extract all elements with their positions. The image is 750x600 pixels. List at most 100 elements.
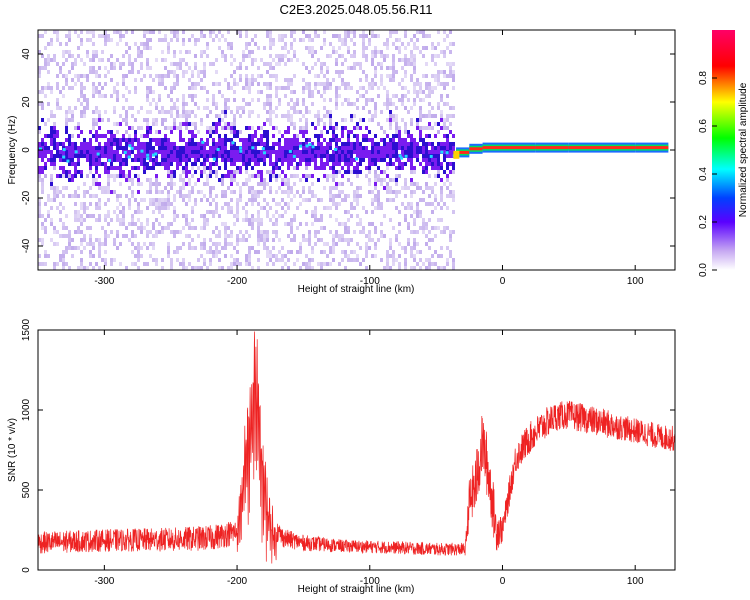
- spectrogram-cell: [179, 138, 182, 142]
- spectrogram-cell: [218, 154, 221, 158]
- spectrogram-cell: [89, 238, 92, 242]
- spectrogram-cell: [275, 166, 278, 170]
- spectrogram-cell: [443, 74, 446, 78]
- spectrogram-cell: [185, 174, 188, 178]
- spectrogram-cell: [134, 90, 137, 94]
- spectrogram-cell: [107, 146, 110, 150]
- spectrogram-cell: [365, 102, 368, 106]
- spectrogram-cell: [383, 158, 386, 162]
- spectrogram-cell: [353, 166, 356, 170]
- spectrogram-cell: [233, 130, 236, 134]
- spectrogram-cell: [323, 90, 326, 94]
- spectrogram-cell: [83, 238, 86, 242]
- spectrogram-cell: [200, 118, 203, 122]
- spectrogram-cell: [41, 146, 44, 150]
- spectrogram-cell: [284, 94, 287, 98]
- spectrogram-cell: [335, 98, 338, 102]
- spectrogram-cell: [130, 146, 134, 150]
- spectrogram-cell: [446, 34, 449, 38]
- spectrogram-cell: [107, 166, 110, 170]
- spectrogram-cell: [221, 158, 224, 162]
- spectrogram-cell: [377, 158, 380, 162]
- spectrogram-cell: [404, 154, 408, 158]
- spectrogram-cell: [188, 170, 191, 174]
- spectrogram-cell: [356, 170, 359, 174]
- spectrogram-cell: [125, 142, 128, 146]
- spectrogram-cell: [308, 266, 311, 270]
- spectrogram-cell: [374, 182, 377, 186]
- spectrogram-cell: [119, 38, 122, 42]
- spectrogram-cell: [347, 194, 350, 198]
- spectrogram-cell: [212, 102, 215, 106]
- spectrogram-cell: [233, 118, 236, 122]
- spectrogram-cell: [140, 142, 143, 146]
- spectrogram-cell: [74, 62, 77, 66]
- spectrogram-cell: [305, 238, 308, 242]
- spectrogram-cell: [386, 66, 389, 70]
- spectrogram-cell: [251, 62, 254, 66]
- spectrogram-cell: [227, 186, 230, 190]
- spectrogram-cell: [170, 106, 173, 110]
- spectrogram-cell: [155, 206, 158, 210]
- spectrogram-cell: [290, 186, 293, 190]
- spectrogram-cell: [137, 246, 140, 250]
- spectrogram-cell: [269, 34, 272, 38]
- spectrogram-cell: [80, 142, 83, 146]
- spectrogram-cell: [218, 114, 221, 118]
- spectrogram-cell: [311, 38, 314, 42]
- spectrogram-cell: [188, 66, 191, 70]
- spectrogram-cell: [242, 182, 245, 186]
- spectrogram-cell: [260, 206, 263, 210]
- spectrogram-cell: [161, 82, 164, 86]
- spectrogram-cell: [440, 194, 443, 198]
- spectrogram-cell: [383, 102, 386, 106]
- spectrogram-cell: [374, 54, 377, 58]
- spectrogram-cell: [293, 102, 296, 106]
- spectrogram-cell: [413, 170, 416, 174]
- spectrogram-cell: [401, 150, 404, 154]
- spectrogram-cell: [392, 198, 395, 202]
- spectrogram-cell: [380, 258, 383, 262]
- spectrogram-cell: [206, 210, 209, 214]
- spectrogram-cell: [179, 122, 182, 126]
- spectrogram-cell: [116, 58, 119, 62]
- spectrogram-cell: [326, 110, 329, 114]
- spectrogram-cell: [290, 226, 293, 230]
- spectrogram-cell: [77, 194, 80, 198]
- spectrogram-cell: [368, 138, 371, 142]
- colorbar-tick-label: 0.6: [698, 119, 709, 133]
- spectrogram-cell: [191, 190, 194, 194]
- spectrogram-cell: [377, 50, 380, 54]
- spectrogram-cell: [332, 170, 335, 174]
- spectrogram-cell: [197, 154, 200, 158]
- spectrogram-cell: [128, 58, 131, 62]
- spectrogram-cell: [104, 82, 107, 86]
- spectrogram-cell: [149, 158, 152, 162]
- spectrogram-cell: [290, 162, 293, 166]
- spectrogram-cell: [224, 78, 227, 82]
- spectrogram-cell: [293, 238, 296, 242]
- spectrogram-cell: [311, 214, 314, 218]
- spectrogram-cell: [431, 74, 434, 78]
- spectrogram-cell: [152, 210, 155, 214]
- spectrogram-cell: [266, 94, 269, 98]
- spectrogram-cell: [209, 34, 212, 38]
- spectrogram-cell: [188, 94, 191, 98]
- spectrogram-cell: [317, 138, 320, 142]
- spectrogram-cell: [233, 82, 236, 86]
- spectrogram-cell: [119, 210, 122, 214]
- spectrogram-cell: [278, 34, 281, 38]
- spectrogram-cell: [305, 150, 308, 154]
- spectrogram-cell: [104, 134, 107, 138]
- spectrogram-cell: [290, 154, 293, 158]
- spectrogram-cell: [119, 166, 122, 170]
- spectrogram-cell: [53, 194, 56, 198]
- spectrogram-cell: [98, 214, 101, 218]
- spectrogram-cell: [362, 46, 365, 50]
- spectrogram-cell: [374, 46, 377, 50]
- spectrogram-cell: [266, 34, 269, 38]
- spectrogram-cell: [248, 110, 251, 114]
- spectrogram-cell: [314, 74, 317, 78]
- spectrogram-cell: [158, 74, 161, 78]
- spectrogram-cell: [191, 94, 194, 98]
